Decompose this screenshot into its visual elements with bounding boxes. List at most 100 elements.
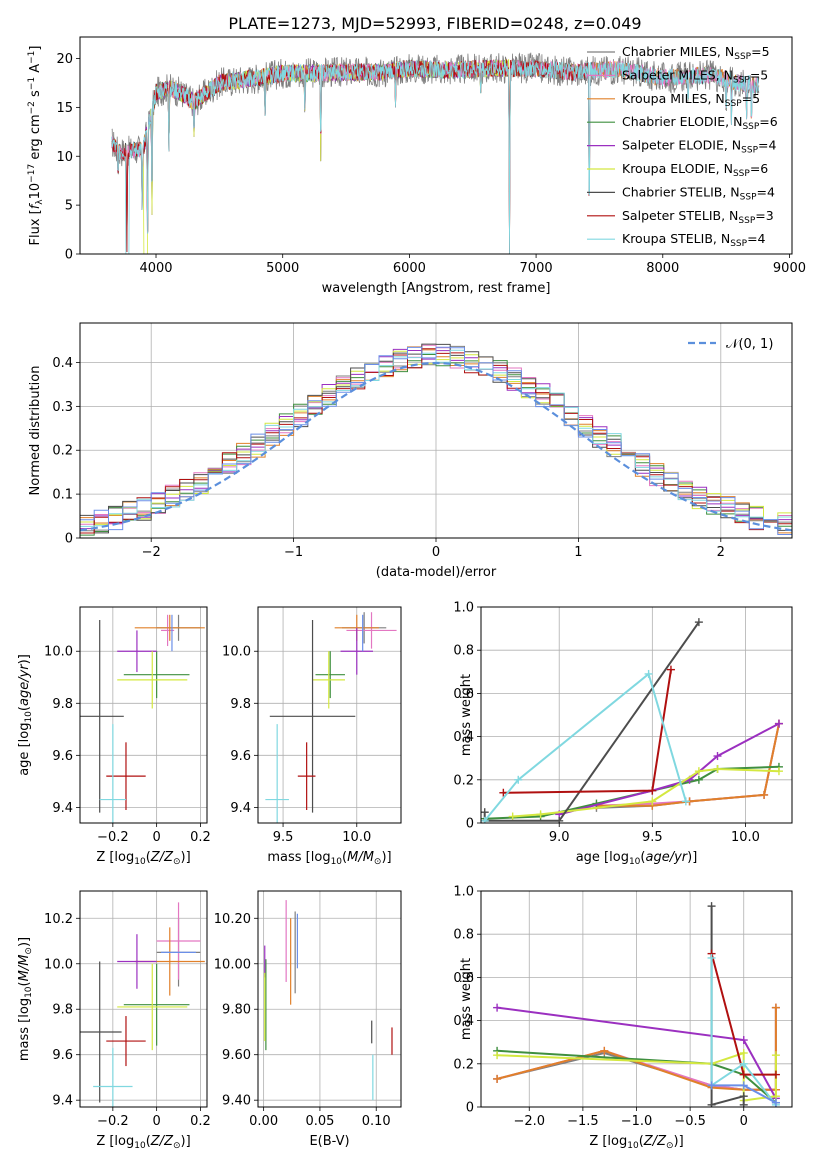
errorbar-point <box>106 1016 146 1067</box>
y-tick-label: 9.40 <box>222 1094 251 1109</box>
x-tick-label: −1 <box>284 545 303 560</box>
x-tick-label: 0 <box>152 1114 160 1129</box>
mass_vs_Z-frame <box>79 890 208 1108</box>
y-tick-label: 9.4 <box>52 801 73 816</box>
y-tick-label: 9.4 <box>230 801 251 816</box>
y-tick-label: 10.2 <box>44 912 73 927</box>
legend-label: Chabrier STELIB, NSSP=4 <box>622 184 775 202</box>
y-tick-label: 0.8 <box>453 644 474 659</box>
y-tick-label: 10 <box>56 150 73 165</box>
errorbar-point <box>265 724 289 823</box>
x-tick-label: −1.5 <box>567 1114 599 1129</box>
age_vs_Z-axes: −0.2 0 0.2 9.4 9.6 9.8 10.0 Z [log10(Z/Z⊙)] age … <box>17 606 211 867</box>
y-tick-label: 9.8 <box>52 1003 73 1018</box>
y-tick-label: 9.6 <box>52 749 73 764</box>
x-tick-label: 8000 <box>646 261 679 276</box>
spectrum-line-chabrier-elodie <box>142 58 510 234</box>
massweight_vs_Z-axes: −2.0 −1.5 −1.0 −0.5 0 0 0.2 0.4 0.6 0.8 1.0 Z [log1… <box>453 885 793 1151</box>
x-tick-label: 0.2 <box>190 1114 211 1129</box>
errorbar-point <box>340 627 373 675</box>
mass-weight-line <box>497 1049 777 1104</box>
legend-label: 𝒩(0, 1) <box>726 337 773 352</box>
mass-weight-series <box>707 949 780 1079</box>
y-tick-label: 0.4 <box>453 1014 474 1029</box>
normal-curve <box>79 361 793 532</box>
legend-label: Chabrier ELODIE, NSSP=6 <box>622 114 778 132</box>
mass-weight-series <box>508 765 783 821</box>
x-tick-label: −2 <box>142 545 161 560</box>
x-tick-label: −0.5 <box>674 1114 706 1129</box>
y-tick-label: 0 <box>466 1101 474 1116</box>
mass_vs_Z-axes: −0.2 0 0.2 9.4 9.6 9.8 10.0 10.2 Z [log10(Z/Z⊙)]… <box>17 890 211 1151</box>
massweight_vs_age-ylabel: mass weight <box>459 674 474 756</box>
mass-weight-series <box>481 669 690 823</box>
mass-weight-series <box>707 1081 780 1107</box>
residual-hist-axes: −2 −1 0 1 2 0 0.1 0.2 0.3 0.4 (data-model)/error No… <box>28 322 793 580</box>
y-tick-label: 0.4 <box>453 730 474 745</box>
age_vs_mass-frame <box>257 606 402 824</box>
spectrum-line-chabrier-miles <box>111 52 760 254</box>
massweight_vs_age-xlabel: age [log10(age/yr)] <box>576 850 698 867</box>
y-tick-label: 10.0 <box>44 645 73 660</box>
y-tick-label: 0.8 <box>453 928 474 943</box>
x-tick-label: 7000 <box>520 261 553 276</box>
hist-step-chabrier-stelib <box>80 343 792 534</box>
errorbar-point <box>117 630 157 673</box>
mass-weight-line <box>558 722 780 816</box>
x-tick-label: 0 <box>432 545 440 560</box>
y-tick-label: 0.6 <box>453 971 474 986</box>
y-tick-label: 9.6 <box>230 749 251 764</box>
x-tick-label: 0 <box>740 1114 748 1129</box>
y-tick-label: 9.8 <box>52 697 73 712</box>
y-tick-label: 10.20 <box>214 912 251 927</box>
y-tick-label: 0.2 <box>52 444 73 459</box>
y-tick-label: 5 <box>65 199 73 214</box>
x-tick-label: 0.00 <box>249 1114 278 1129</box>
y-tick-label: 0 <box>466 817 474 832</box>
y-tick-label: 9.8 <box>230 697 251 712</box>
y-tick-label: 9.4 <box>52 1094 73 1109</box>
x-tick-label: −0.2 <box>97 1114 129 1129</box>
x-tick-label: 10.0 <box>342 830 371 845</box>
y-tick-label: 9.60 <box>222 1048 251 1063</box>
massweight_vs_age-frame <box>480 606 793 824</box>
massweight_vs_Z-ylabel: mass weight <box>459 958 474 1040</box>
y-tick-label: 10.0 <box>222 645 251 660</box>
figure-title: PLATE=1273, MJD=52993, FIBERID=0248, z=0… <box>228 14 641 33</box>
spectrum-line-kroupa-elodie <box>142 59 510 254</box>
residual-hist-frame <box>79 322 793 539</box>
y-tick-label: 9.6 <box>52 1048 73 1063</box>
residual-hist-legend: 𝒩(0, 1) <box>688 337 773 352</box>
spectrum-axes: 4000 5000 6000 7000 8000 9000 0 5 10 15 20 waveleng… <box>27 36 806 296</box>
y-tick-label: 0.1 <box>52 488 73 503</box>
y-tick-label: 0 <box>65 532 73 547</box>
mass-weight-line <box>483 672 687 822</box>
mass-weight-line <box>483 621 700 822</box>
x-tick-label: 6000 <box>393 261 426 276</box>
x-tick-label: 2 <box>717 545 725 560</box>
spectrum-line-kroupa-stelib <box>111 59 760 254</box>
mass-weight-line <box>596 723 780 807</box>
errorbar-point <box>269 620 356 813</box>
legend-label: Kroupa MILES, NSSP=5 <box>622 91 760 109</box>
x-tick-label: 0.10 <box>362 1114 391 1129</box>
y-tick-label: 10.0 <box>44 957 73 972</box>
x-tick-label: 1 <box>574 545 582 560</box>
x-tick-label: 9.5 <box>642 830 663 845</box>
errorbar-point <box>123 963 190 1046</box>
y-tick-label: 0.3 <box>52 400 73 415</box>
residual-hist-ylabel: Normed distribution <box>28 366 43 496</box>
mass_vs_EBV-axes: 0.00 0.05 0.10 9.40 9.60 9.80 10.00 10.20 E(B-V) <box>214 890 402 1149</box>
mass_vs_Z-ylabel: mass [log10(M/M⊙)] <box>17 937 34 1061</box>
y-tick-label: 0 <box>65 248 73 263</box>
legend-label: Salpeter MILES, NSSP=5 <box>622 67 768 85</box>
mass-weight-line <box>503 669 672 794</box>
mass_vs_EBV-frame <box>257 890 402 1108</box>
mass-weight-series <box>499 665 675 797</box>
y-tick-label: 9.80 <box>222 1003 251 1018</box>
legend-label: Chabrier MILES, NSSP=5 <box>622 44 770 62</box>
errorbar-point <box>80 620 124 813</box>
mass-weight-line <box>512 767 780 818</box>
legend-label: Salpeter ELODIE, NSSP=4 <box>622 138 777 156</box>
